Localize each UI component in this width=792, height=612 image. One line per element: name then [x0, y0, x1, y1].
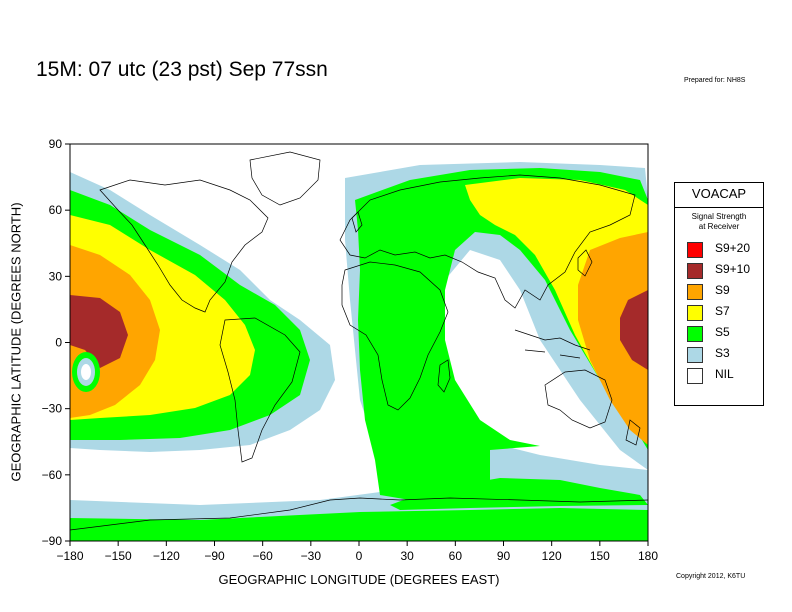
legend-items: S9+20 S9+10 S9 S7 S5 S3 NIL: [675, 240, 763, 387]
legend-item: S7: [687, 303, 763, 324]
coverage-zones: [70, 144, 648, 541]
y-tick-label: −60: [42, 468, 63, 482]
legend-subtitle-line2: at Receiver: [698, 222, 740, 231]
map-title: 15M: 07 utc (23 pst) Sep 77ssn: [36, 58, 328, 81]
x-tick-label: 120: [542, 549, 562, 563]
x-tick-label: −60: [252, 549, 273, 563]
x-tick-label: −120: [153, 549, 180, 563]
legend-item: S9: [687, 282, 763, 303]
madagascar-outline: [437, 359, 451, 393]
x-tick-label: −150: [105, 549, 132, 563]
x-tick-label: 150: [590, 549, 610, 563]
legend-label: S9+10: [715, 262, 751, 276]
legend-label: S9+20: [715, 241, 751, 255]
y-tick-label: −90: [42, 534, 63, 548]
indonesia-outline: [514, 329, 591, 359]
europe-asia-outline: [339, 174, 636, 309]
y-tick-label: −30: [42, 402, 63, 416]
y-tick-label: 60: [49, 203, 63, 217]
coastlines: [70, 151, 648, 531]
legend-box: VOACAP Signal Strength at Receiver S9+20…: [674, 182, 764, 406]
x-tick-label: 0: [356, 549, 363, 563]
legend-swatch: [687, 263, 703, 279]
south-america-outline: [219, 317, 301, 463]
y-tick-label: 0: [55, 336, 62, 350]
antarctica-outline: [70, 497, 648, 531]
legend-item: NIL: [687, 366, 763, 387]
legend-label: S3: [715, 346, 730, 360]
legend-label: S5: [715, 325, 730, 339]
copyright-note: Copyright 2012, K6TU: [676, 573, 746, 580]
ring-nil: [81, 364, 91, 380]
legend-subtitle: Signal Strength at Receiver: [675, 212, 763, 232]
legend-item: S5: [687, 324, 763, 345]
legend-label: S9: [715, 283, 730, 297]
x-axis-label: GEOGRAPHIC LONGITUDE (DEGREES EAST): [218, 572, 500, 587]
x-tick-label: 30: [400, 549, 414, 563]
japan-outline: [577, 249, 593, 277]
x-tick-label: −180: [56, 549, 83, 563]
legend-item: S9+20: [687, 240, 763, 261]
x-tick-label: 60: [449, 549, 463, 563]
legend-swatch: [687, 326, 703, 342]
greenland-outline: [249, 151, 321, 206]
uk-outline: [351, 211, 363, 233]
legend-swatch: [687, 284, 703, 300]
x-tick-label: 90: [497, 549, 511, 563]
y-tick-label: 30: [49, 269, 63, 283]
new-zealand-outline: [625, 419, 641, 446]
legend-swatch: [687, 242, 703, 258]
legend-item: S3: [687, 345, 763, 366]
north-america-outline: [99, 179, 269, 313]
legend-subtitle-line1: Signal Strength: [691, 212, 747, 221]
x-tick-label: −90: [204, 549, 225, 563]
legend-item: S9+10: [687, 261, 763, 282]
legend-title: VOACAP: [675, 183, 763, 208]
prepared-for-note: Prepared for: NH8S: [684, 77, 746, 84]
australia-outline: [544, 369, 613, 429]
zone-s9-plus-10: [70, 290, 648, 370]
legend-swatch: [687, 368, 703, 384]
y-tick-label: 90: [49, 137, 63, 151]
legend-label: NIL: [715, 367, 734, 381]
y-axis-ticks: 90 60 30 0 −30 −60 −90: [42, 137, 70, 548]
legend-swatch: [687, 347, 703, 363]
africa-outline: [341, 261, 449, 411]
legend-label: S7: [715, 304, 730, 318]
x-tick-label: −30: [301, 549, 322, 563]
x-axis-ticks: −180 −150 −120 −90 −60 −30 0 30 60 90 120 150 180: [56, 541, 658, 563]
legend-swatch: [687, 305, 703, 321]
x-tick-label: 180: [638, 549, 658, 563]
